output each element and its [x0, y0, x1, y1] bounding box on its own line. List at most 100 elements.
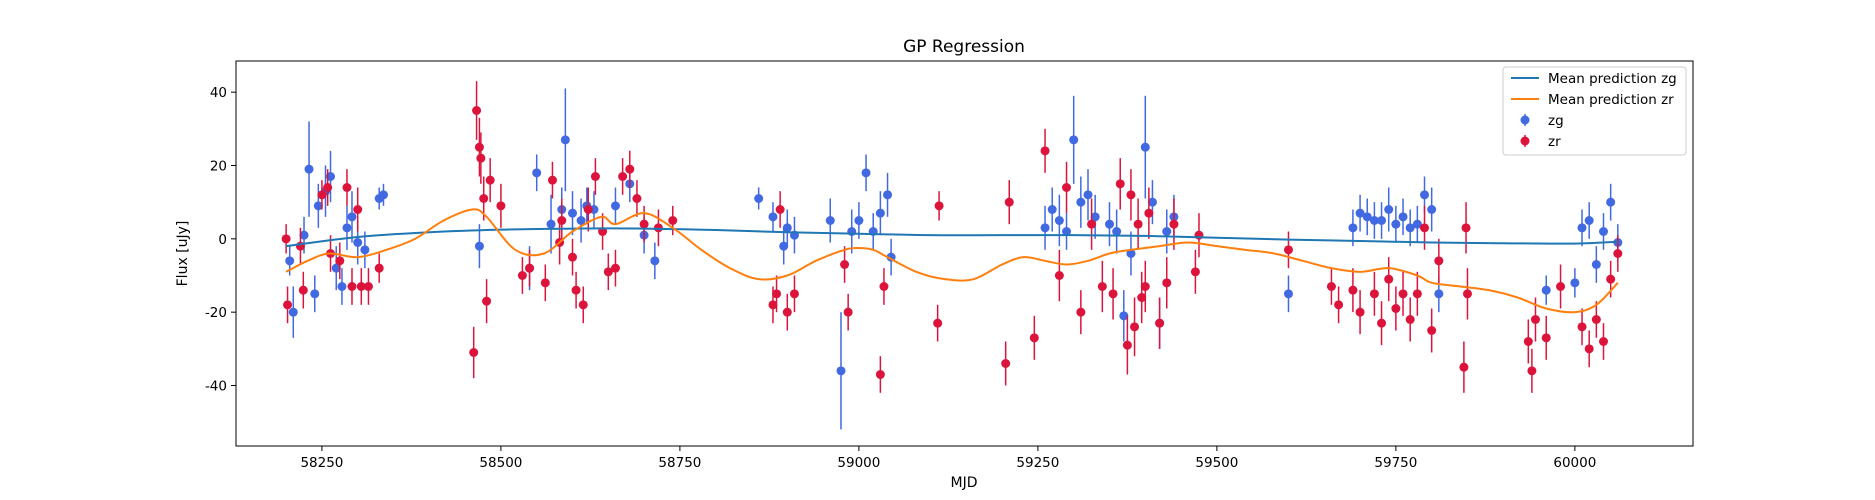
zr-point — [347, 282, 357, 291]
zg-point — [1162, 227, 1172, 236]
zr-point — [356, 282, 366, 291]
zr-point — [517, 271, 527, 280]
zr-point — [479, 194, 489, 203]
x-axis-label: MJD — [951, 475, 978, 491]
zr-point — [1434, 256, 1444, 266]
zr-point — [1398, 289, 1408, 299]
zg-point — [825, 216, 835, 225]
zr-point — [618, 172, 628, 181]
zr-point — [476, 153, 486, 163]
zr-point — [1584, 344, 1594, 354]
zr-point — [1412, 289, 1422, 299]
zg-point — [754, 194, 764, 203]
zr-point — [1334, 300, 1344, 310]
zg-point — [299, 230, 309, 240]
legend-label-zg-line: Mean prediction zg — [1548, 71, 1677, 87]
zg-point — [1427, 205, 1437, 214]
zr-point — [1613, 249, 1623, 258]
zg-point — [1405, 223, 1415, 233]
zr-point — [1420, 223, 1430, 233]
zr-point — [1097, 282, 1107, 291]
x-tick-label: 60000 — [1553, 455, 1596, 471]
zr-point — [1001, 359, 1011, 368]
zr-point — [603, 267, 613, 277]
zr-point — [1530, 315, 1540, 324]
zg-point — [546, 219, 556, 229]
zr-point — [1108, 289, 1118, 299]
mean-prediction-lines — [285, 208, 1619, 314]
zr-point — [1461, 223, 1471, 233]
zr-point — [1087, 219, 1097, 229]
y-tick-label: 40 — [210, 85, 227, 101]
zg-point — [847, 227, 857, 236]
x-tick-label: 58250 — [300, 455, 343, 471]
zg-point — [1362, 212, 1372, 222]
zr-point — [1076, 307, 1086, 317]
zg-point — [1112, 227, 1122, 236]
legend-swatch-zr-marker — [1520, 136, 1530, 146]
zg-point — [1140, 142, 1150, 152]
zr-point — [1062, 183, 1072, 192]
zr-point — [1122, 340, 1132, 350]
x-tick-label: 59500 — [1195, 455, 1238, 471]
zr-point — [496, 201, 506, 211]
zg-point — [1083, 190, 1093, 200]
zr-point — [590, 172, 600, 181]
chart-title: GP Regression — [903, 37, 1025, 57]
x-tick-label: 58500 — [479, 455, 522, 471]
zg-point — [1047, 205, 1057, 214]
zr-point — [1377, 318, 1387, 328]
zg-point — [1062, 227, 1072, 236]
zg-point — [610, 201, 620, 211]
zg-point — [1570, 278, 1580, 288]
zr-point — [298, 285, 308, 295]
zr-point — [789, 289, 799, 299]
zg-point — [1355, 208, 1365, 218]
zr-point — [525, 263, 535, 273]
plot-area-frame — [235, 60, 1694, 447]
zr-point — [1591, 315, 1601, 324]
zg-point — [1398, 212, 1408, 222]
zg-point — [285, 256, 295, 266]
zr-point — [1348, 285, 1358, 295]
zg-point — [768, 212, 778, 222]
zr-point — [1190, 267, 1200, 277]
zr-point — [317, 190, 327, 200]
x-tick-label: 59250 — [1016, 455, 1059, 471]
zr-point — [583, 205, 593, 214]
zr-point — [843, 307, 853, 317]
zg-point — [1599, 227, 1609, 236]
zg-point — [568, 208, 578, 218]
zr-point — [1391, 304, 1401, 313]
zr-point — [469, 348, 479, 357]
zg-point — [331, 263, 341, 273]
zg-point — [1577, 223, 1587, 233]
zg-point — [1434, 289, 1444, 299]
zr-point — [1040, 146, 1050, 156]
zg-point — [532, 168, 542, 178]
zg-point — [861, 168, 871, 178]
y-axis-ticks: -40 -20 0 20 40 — [205, 85, 236, 395]
zr-point — [1384, 274, 1394, 284]
y-axis-label: Flux [uJy] — [175, 221, 191, 287]
zr-point — [1130, 322, 1140, 332]
zr-point — [775, 205, 785, 214]
zg-point — [1104, 219, 1114, 229]
zg-point — [1076, 197, 1086, 207]
zr-point — [540, 278, 550, 288]
zg-point — [1369, 216, 1379, 225]
zr-point — [353, 205, 363, 214]
zr-point — [485, 175, 495, 185]
zg-point — [836, 366, 846, 376]
zr-point — [568, 252, 578, 262]
zg-point — [1541, 285, 1551, 295]
legend-box — [1502, 66, 1687, 156]
zg-point — [1591, 260, 1601, 269]
legend: Mean prediction zg Mean prediction zr zg… — [1502, 66, 1687, 156]
zg-point — [1090, 212, 1100, 222]
zg-point — [1054, 216, 1064, 225]
zg-point — [1119, 311, 1129, 321]
zr-point — [482, 296, 492, 306]
zr-point — [374, 263, 384, 273]
